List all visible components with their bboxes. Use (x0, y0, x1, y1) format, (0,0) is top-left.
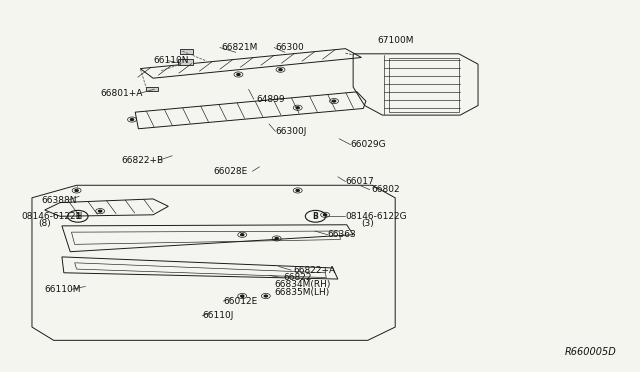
Text: 64899: 64899 (256, 95, 285, 104)
Circle shape (241, 295, 244, 297)
Text: 66300J: 66300J (275, 127, 307, 136)
Text: 66834M(RH): 66834M(RH) (274, 280, 330, 289)
Text: 66821M: 66821M (221, 43, 258, 52)
Circle shape (241, 234, 244, 235)
Text: 66835M(LH): 66835M(LH) (274, 288, 330, 297)
Circle shape (279, 69, 282, 71)
Text: 66110N: 66110N (153, 56, 189, 65)
Text: 66028E: 66028E (214, 167, 248, 176)
FancyBboxPatch shape (180, 49, 193, 54)
Circle shape (237, 74, 240, 76)
Text: 66012E: 66012E (223, 297, 257, 306)
Circle shape (131, 119, 134, 121)
Circle shape (275, 237, 278, 239)
Text: R660005D: R660005D (564, 347, 616, 357)
Circle shape (323, 214, 326, 216)
Text: 66801+A: 66801+A (100, 89, 143, 98)
Circle shape (75, 189, 78, 191)
Circle shape (99, 210, 102, 212)
Circle shape (264, 295, 268, 297)
Text: 66300: 66300 (275, 43, 304, 52)
Text: 66802: 66802 (371, 185, 399, 194)
Text: 66029G: 66029G (351, 140, 386, 149)
Circle shape (332, 100, 335, 102)
Text: B: B (313, 212, 319, 221)
Text: 66822: 66822 (283, 273, 312, 282)
Text: 66388N: 66388N (41, 196, 76, 205)
Text: 08146-6122H: 08146-6122H (22, 212, 83, 221)
Text: (8): (8) (38, 219, 51, 228)
Text: 66822+A: 66822+A (293, 266, 335, 275)
Text: 66822+B: 66822+B (121, 155, 163, 165)
Circle shape (296, 107, 300, 109)
Text: 67100M: 67100M (378, 36, 414, 45)
FancyBboxPatch shape (178, 59, 193, 64)
Text: 66110M: 66110M (45, 285, 81, 294)
Text: (3): (3) (362, 219, 374, 228)
Text: 66363: 66363 (328, 230, 356, 239)
Text: 08146-6122G: 08146-6122G (346, 212, 407, 221)
Text: 1: 1 (76, 212, 81, 221)
Circle shape (296, 189, 300, 191)
Text: 66110J: 66110J (202, 311, 234, 320)
Text: 66017: 66017 (346, 177, 374, 186)
FancyBboxPatch shape (146, 87, 157, 91)
